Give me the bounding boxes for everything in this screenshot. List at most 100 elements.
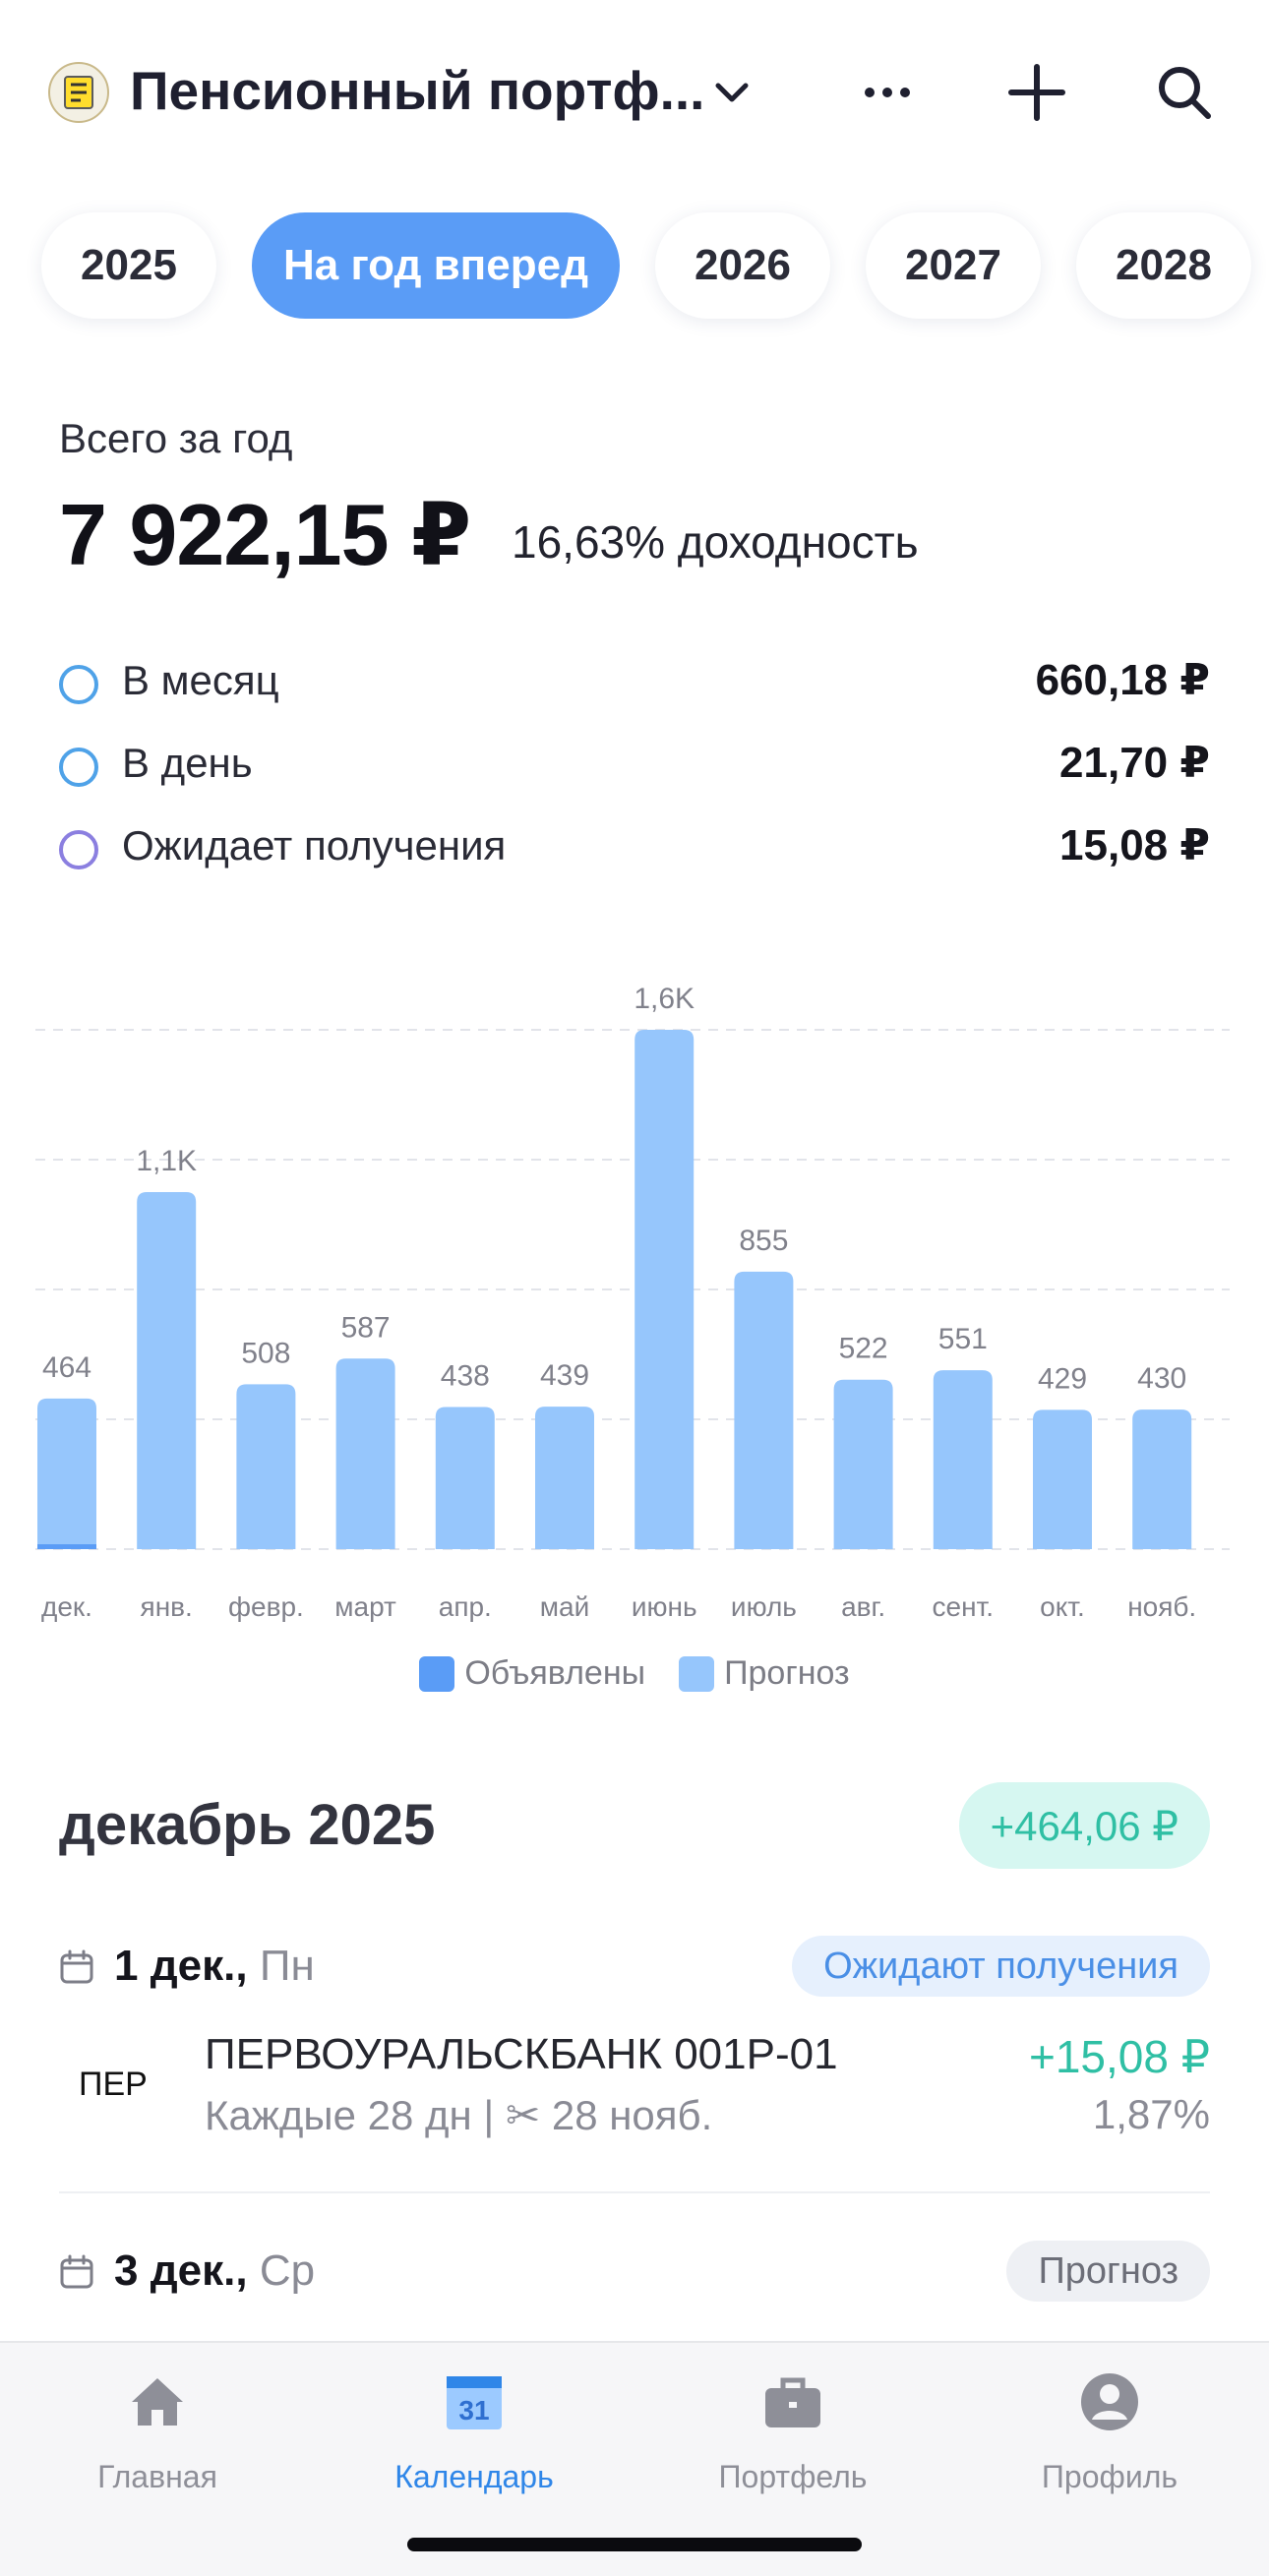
plus-icon[interactable] — [1005, 61, 1068, 124]
chevron-down-icon[interactable] — [708, 69, 755, 116]
status-badge: Прогноз — [1006, 2241, 1210, 2302]
portfolio-title[interactable]: Пенсионный портф... — [130, 60, 705, 121]
legend-item-forecast[interactable]: Прогноз — [679, 1654, 850, 1693]
chart-data-label: 429 — [1038, 1362, 1087, 1395]
chart-legend: Объявлены Прогноз — [0, 1654, 1269, 1693]
more-icon[interactable] — [856, 61, 919, 124]
chart-tick-label: июль — [731, 1591, 797, 1622]
legend-label: Прогноз — [724, 1654, 850, 1692]
total-yield: 16,63% доходность — [512, 516, 919, 568]
year-tabs: 2025 На год вперед 2026 2027 2028 — [0, 212, 1269, 319]
chart-data-label: 464 — [42, 1351, 91, 1384]
legend-label: Объявлены — [464, 1654, 646, 1692]
chart-tick-label: янв. — [141, 1591, 193, 1622]
tab-label: Профиль — [1041, 2459, 1178, 2494]
tab-portfolio[interactable]: Портфель — [665, 2370, 921, 2508]
payment-detail: Каждые 28 дн | ✂ 28 нояб. — [205, 2092, 713, 2138]
profile-icon — [1081, 2373, 1138, 2430]
chart-bar-forecast — [535, 1407, 594, 1549]
circle-icon — [59, 748, 98, 787]
ticker-logo: ПЕР — [79, 2066, 148, 2103]
tab-label: Главная — [97, 2459, 217, 2494]
tab-2025[interactable]: 2025 — [41, 212, 216, 319]
payment-amount: +15,08 ₽ — [1028, 2031, 1210, 2082]
stat-row-monthly: В месяц 660,18 ₽ — [59, 653, 1210, 712]
chart-tick-label: май — [540, 1591, 589, 1622]
chart-data-label: 1,6K — [634, 983, 695, 1015]
tab-2027[interactable]: 2027 — [866, 212, 1041, 319]
stat-row-pending: Ожидает получения 15,08 ₽ — [59, 818, 1210, 877]
stat-label: В день — [122, 740, 253, 786]
chart-bar-forecast — [236, 1384, 296, 1549]
payment-item[interactable]: ПЕР ПЕРВОУРАЛЬСКБАНК 001Р-01 Каждые 28 д… — [59, 2026, 1210, 2144]
stat-row-daily: В день 21,70 ₽ — [59, 736, 1210, 795]
home-icon — [132, 2378, 183, 2426]
tab-calendar[interactable]: 31 Календарь — [346, 2370, 602, 2508]
legend-swatch — [419, 1655, 455, 1692]
chart-bar-forecast — [833, 1379, 893, 1549]
bank-logo-icon[interactable] — [47, 61, 110, 124]
tab-2026[interactable]: 2026 — [655, 212, 830, 319]
tab-home[interactable]: Главная — [30, 2370, 285, 2508]
briefcase-icon — [765, 2377, 820, 2427]
day-header: 3 дек., Ср Прогноз — [59, 2241, 1210, 2304]
status-badge: Ожидают получения — [792, 1936, 1210, 1997]
header: Пенсионный портф... — [0, 39, 1269, 138]
legend-swatch — [679, 1655, 715, 1692]
chart-data-label: 587 — [341, 1311, 391, 1344]
chart-data-label: 508 — [241, 1337, 290, 1369]
stat-label: Ожидает получения — [122, 822, 507, 869]
month-total-badge: +464,06 ₽ — [958, 1782, 1210, 1869]
chart-tick-label: апр. — [439, 1591, 492, 1622]
payment-name: ПЕРВОУРАЛЬСКБАНК 001Р-01 — [205, 2030, 838, 2078]
tab-2028[interactable]: 2028 — [1076, 212, 1251, 319]
stat-label: В месяц — [122, 657, 279, 703]
calendar-icon — [60, 1949, 93, 1984]
total-label: Всего за год — [59, 415, 293, 461]
chart-bar-forecast — [1132, 1409, 1192, 1549]
tab-bar: Главная 31 Календарь Портфель Профиль — [0, 2341, 1269, 2576]
circle-icon — [59, 830, 98, 869]
chart-tick-label: март — [334, 1591, 396, 1622]
chart-bar-declared — [37, 1544, 96, 1549]
stat-value: 15,08 ₽ — [1059, 821, 1210, 869]
chart-tick-label: дек. — [41, 1591, 92, 1622]
month-title: декабрь 2025 — [59, 1793, 436, 1857]
chart-bar-forecast — [37, 1398, 96, 1549]
chart-bar-forecast — [435, 1407, 495, 1549]
chart-bar-forecast — [634, 1030, 695, 1549]
svg-text:31: 31 — [458, 2395, 489, 2426]
chart-tick-label: февр. — [228, 1591, 304, 1622]
tab-label: Портфель — [718, 2459, 868, 2494]
legend-item-declared[interactable]: Объявлены — [419, 1654, 645, 1693]
stat-value: 660,18 ₽ — [1035, 656, 1210, 704]
day-date: 1 дек., Пн — [114, 1942, 315, 1990]
dividend-chart[interactable]: 464 дек. 1,1K янв. 508 февр. 587 март 438 апр. 439… — [0, 964, 1269, 1711]
chart-tick-label: сент. — [933, 1591, 995, 1622]
chart-data-label: 522 — [839, 1333, 888, 1365]
chart-data-label: 551 — [938, 1323, 988, 1355]
chart-bar-forecast — [335, 1358, 395, 1549]
payment-percent: 1,87% — [1092, 2091, 1210, 2137]
chart-bar-forecast — [734, 1271, 794, 1549]
tab-label: Календарь — [394, 2459, 554, 2494]
chart-tick-label: авг. — [841, 1591, 885, 1622]
chart-tick-label: окт. — [1040, 1591, 1085, 1622]
home-indicator — [407, 2538, 862, 2551]
chart-tick-label: нояб. — [1127, 1591, 1196, 1622]
calendar-icon — [60, 2254, 93, 2289]
chart-data-label: 439 — [540, 1359, 589, 1392]
chart-data-label: 855 — [739, 1225, 788, 1257]
day-date: 3 дек., Ср — [114, 2247, 316, 2295]
tab-profile[interactable]: Профиль — [982, 2370, 1238, 2508]
chart-data-label: 1,1K — [136, 1145, 197, 1177]
chart-bar-forecast — [933, 1370, 993, 1549]
calendar-icon: 31 — [447, 2376, 502, 2429]
chart-bar-forecast — [137, 1192, 197, 1549]
chart-tick-label: июнь — [632, 1591, 697, 1622]
stat-value: 21,70 ₽ — [1059, 739, 1210, 787]
tab-year-ahead[interactable]: На год вперед — [252, 212, 620, 319]
total-amount: 7 922,15 ₽ — [59, 486, 471, 583]
search-icon[interactable] — [1153, 61, 1216, 124]
circle-icon — [59, 665, 98, 704]
